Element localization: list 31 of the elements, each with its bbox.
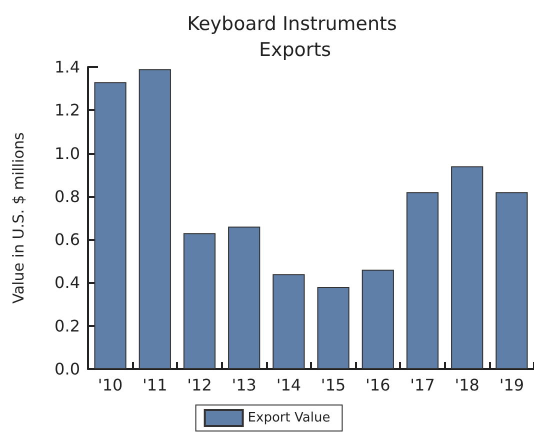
y-tick-label: 1.0 xyxy=(54,144,80,163)
x-tick-label: '10 xyxy=(98,376,123,394)
y-axis-title: Value in U.S. $ millions xyxy=(10,132,28,304)
bar xyxy=(406,192,439,369)
x-tick-label: '18 xyxy=(454,376,480,394)
x-tick-label: '17 xyxy=(410,376,435,394)
y-tick-label: 0.8 xyxy=(54,186,80,206)
y-tick-label: 1.4 xyxy=(54,58,80,76)
bar xyxy=(272,274,305,369)
x-tick-label: '13 xyxy=(232,376,256,394)
y-tick-label: 0.4 xyxy=(54,273,80,292)
bar xyxy=(183,233,216,369)
bar xyxy=(451,166,484,369)
x-tick-label: '15 xyxy=(320,376,346,394)
bar xyxy=(94,82,126,369)
chart-title: Keyboard Instruments Exports xyxy=(187,13,403,61)
y-tick-label: 0.2 xyxy=(54,316,80,336)
x-tick-label: '19 xyxy=(499,376,524,394)
bar xyxy=(496,192,528,369)
y-tick-label: 0.0 xyxy=(54,360,80,378)
x-tick-label: '16 xyxy=(366,376,390,394)
x-tick-label: '14 xyxy=(276,376,302,394)
bar xyxy=(228,226,260,369)
y-tick-label: 1.2 xyxy=(54,100,80,120)
x-tick-label: '12 xyxy=(187,376,212,394)
legend-label: Export Value xyxy=(248,410,330,426)
x-tick-label: '11 xyxy=(142,376,168,394)
bar xyxy=(138,69,171,369)
bar xyxy=(362,270,394,369)
y-tick-label: 0.6 xyxy=(54,230,80,250)
bar xyxy=(317,287,350,369)
